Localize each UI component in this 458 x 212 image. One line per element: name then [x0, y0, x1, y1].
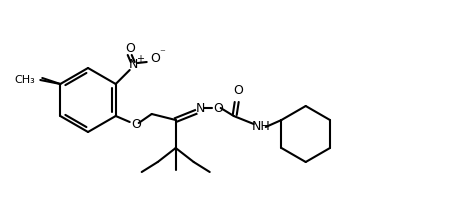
- Text: O: O: [131, 117, 141, 131]
- Text: O: O: [125, 42, 135, 54]
- Text: O: O: [233, 85, 243, 98]
- Text: N: N: [129, 57, 138, 71]
- Text: CH₃: CH₃: [15, 75, 35, 85]
- Text: ⁻: ⁻: [159, 48, 164, 58]
- Text: +: +: [136, 54, 144, 64]
- Text: NH: NH: [251, 120, 270, 134]
- Text: O: O: [213, 102, 223, 114]
- Text: O: O: [150, 52, 160, 64]
- Text: N: N: [196, 102, 205, 114]
